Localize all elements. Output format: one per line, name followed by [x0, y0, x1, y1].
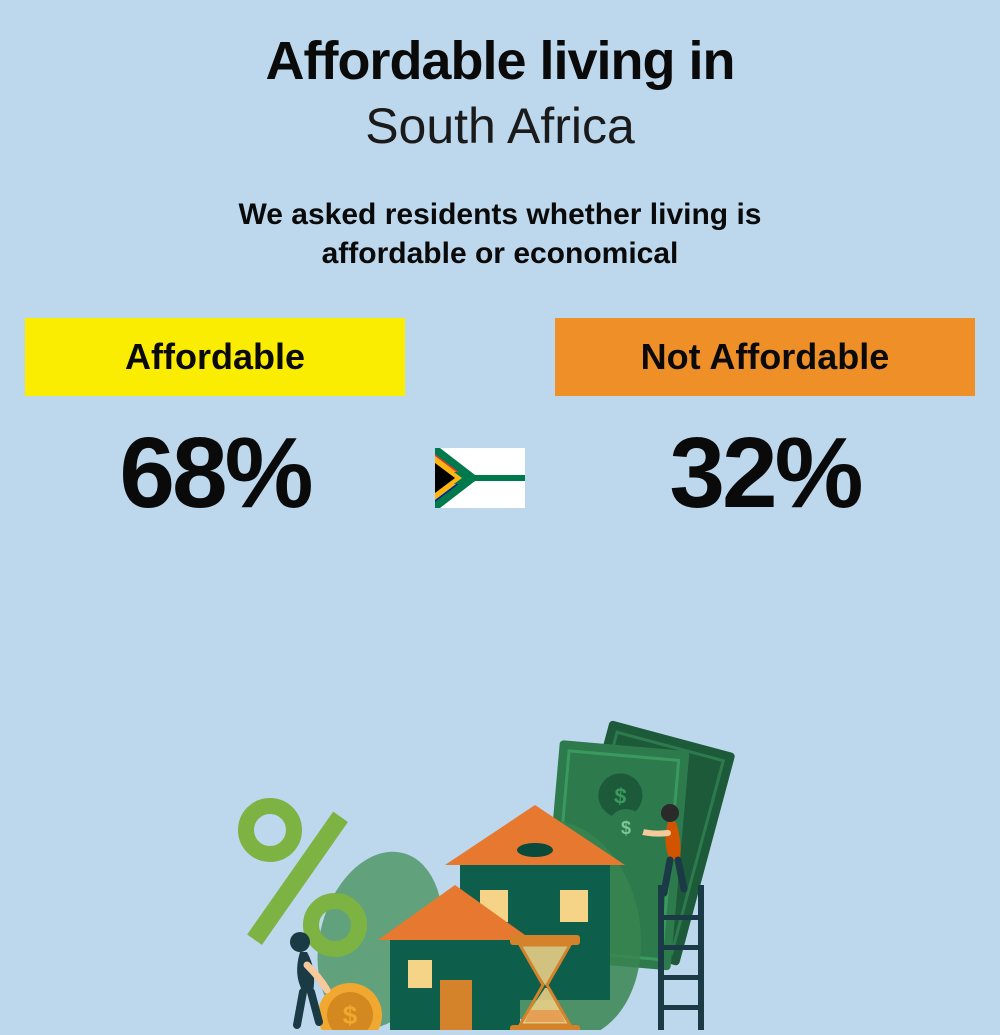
svg-text:$: $ [343, 1000, 358, 1030]
not-affordable-column: Not Affordable 32% [555, 318, 975, 531]
south-africa-flag-icon [435, 448, 525, 508]
not-affordable-label: Not Affordable [641, 336, 890, 377]
affordable-percent: 68% [119, 416, 310, 531]
flag-container [435, 448, 525, 508]
subtitle: We asked residents whether living is aff… [0, 195, 1000, 273]
not-affordable-label-box: Not Affordable [555, 318, 975, 396]
savings-illustration: $ [180, 710, 820, 1030]
subtitle-line1: We asked residents whether living is [239, 198, 762, 231]
affordable-label-box: Affordable [25, 318, 405, 396]
affordable-column: Affordable 68% [25, 318, 405, 531]
svg-text:$: $ [613, 783, 627, 809]
not-affordable-percent: 32% [669, 416, 860, 531]
subtitle-line2: affordable or economical [322, 237, 679, 270]
title-line1: Affordable living in [0, 30, 1000, 92]
results-row: Affordable 68% [0, 318, 1000, 531]
affordable-label: Affordable [125, 336, 305, 377]
svg-text:$: $ [621, 818, 631, 838]
title-line2: South Africa [0, 97, 1000, 155]
